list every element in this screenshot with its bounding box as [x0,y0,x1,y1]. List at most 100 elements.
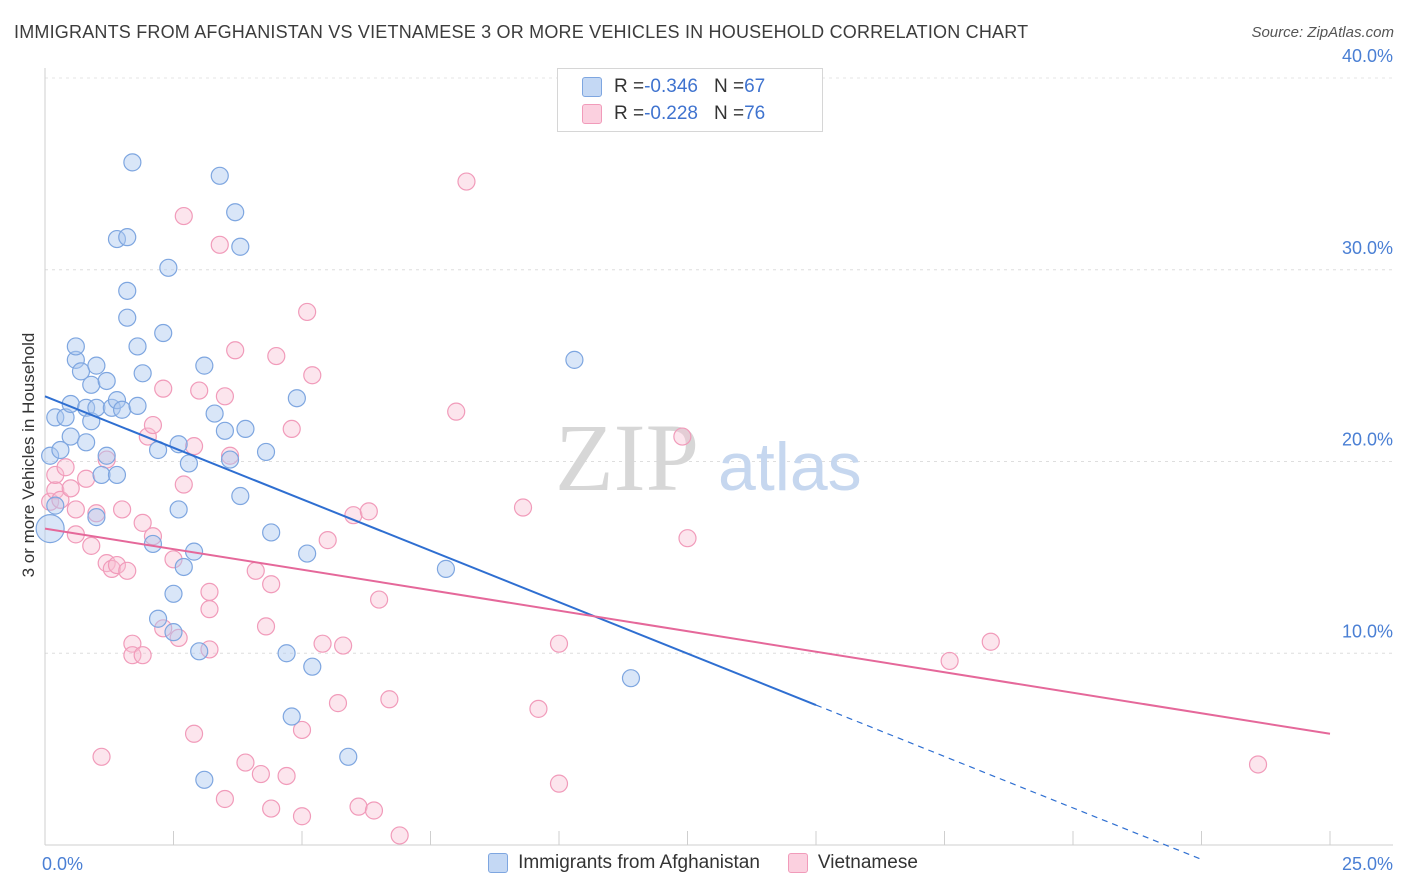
afghanistan-point [51,440,70,460]
afghanistan-point [226,203,245,222]
y-tick-label: 10.0% [1342,621,1393,641]
afghanistan-point [133,364,152,383]
afghanistan-point [339,747,358,766]
vietnamese-point [87,504,106,523]
legend-item-afghanistan[interactable]: Immigrants from Afghanistan [488,852,760,874]
afghanistan-point [56,408,75,427]
afghanistan-point [61,427,80,446]
vietnamese-point [154,379,173,398]
vietnamese-point [262,799,281,818]
vietnamese-point [200,600,219,619]
afghanistan-point [220,450,240,469]
watermark: ZIP atlas [555,404,862,511]
afghanistan-legend-swatch [488,853,509,873]
afghanistan-point [231,486,250,506]
afghanistan-point [87,508,106,527]
vietnamese-point [51,490,70,509]
vietnamese-point [112,500,132,519]
vietnamese-point [513,498,533,517]
grid-lines [45,77,1393,654]
afghanistan-point [277,644,296,663]
afghanistan-point [82,375,101,394]
vietnamese-point [364,801,384,820]
vietnamese-point [529,699,548,718]
vietnamese-point [292,720,312,740]
vietnamese-point [107,555,127,575]
vietnamese-point [66,500,85,519]
afghanistan-point [92,465,111,485]
vietnamese-point [226,341,245,360]
vietnamese-point [123,646,142,665]
afghanistan-point [87,356,106,375]
vietnamese-point [236,753,255,772]
afghanistan-point [128,396,147,415]
vietnamese-point [256,617,276,636]
x-tick-label-min: 0.0% [42,854,83,874]
vietnamese-point [133,646,152,665]
vietnamese-point [349,797,368,816]
vietnamese-point [118,561,137,580]
afghanistan-point [303,657,322,676]
afghanistan-point [287,389,306,408]
vietnamese-point [220,446,240,465]
y-tick-label: 40.0% [1342,46,1393,66]
vietnamese-point [678,529,697,548]
vietnamese-point [246,561,265,580]
vietnamese-point [940,651,959,671]
vietnamese-point [56,458,75,477]
vietnamese-point [215,789,234,809]
data-points [35,153,1268,845]
vietnamese-point [77,469,96,488]
trend-lines [44,395,1331,860]
n-value-vietnamese: 76 [744,103,766,124]
vietnamese-point [277,766,296,786]
vietnamese-point [334,636,353,655]
x-tick-label-max: 25.0% [1342,854,1393,874]
vietnamese-point [390,826,409,845]
vietnamese-point [251,764,270,784]
vietnamese-point [282,419,301,439]
afghanistan-point [154,323,173,343]
y-tick-label: 30.0% [1342,238,1393,258]
vietnamese-point [1248,755,1268,774]
afghanistan-point [97,371,116,391]
vietnamese-point [184,437,204,456]
vietnamese-point [154,619,173,638]
vietnamese-point [303,366,322,385]
chart-title: IMMIGRANTS FROM AFGHANISTAN VS VIETNAMES… [14,22,1029,42]
afghanistan-point [195,770,214,789]
vietnamese-point [82,536,101,555]
vietnamese-point [370,590,389,609]
tick-labels: 10.0% 20.0% 30.0% 40.0% 0.0% 25.0% [42,46,1393,874]
vietnamese-point [184,724,204,743]
afghanistan-point [190,642,209,661]
vietnamese-point [549,774,569,793]
legend-item-vietnamese[interactable]: Vietnamese [787,852,918,874]
r-value-vietnamese: -0.228 [644,103,698,124]
vietnamese-point [292,807,312,826]
vietnamese-point [359,502,378,521]
vietnamese-point [981,632,1000,651]
vietnamese-point [210,235,229,254]
vietnamese-point [143,527,163,546]
afghanistan-point [118,281,137,300]
afghanistan-point [128,337,147,356]
afghanistan-point [148,609,168,628]
afghanistan-point [195,356,214,375]
vietnamese-point [549,634,569,653]
afghanistan-point [46,496,65,515]
vietnamese-point [46,465,65,485]
vietnamese-point [267,346,286,366]
n-label: N = [713,76,745,97]
vietnamese-point [61,479,80,498]
vietnamese-point [262,575,281,594]
vietnamese-point [447,402,466,421]
vietnamese-point [380,690,399,709]
afghanistan-point [107,391,127,410]
vietnamese-point [174,206,193,226]
afghanistan-point [46,408,65,427]
vietnamese-trend-line [44,527,1331,735]
afghanistan-point [66,350,85,369]
n-label: N = [713,103,745,124]
vietnamese-point [200,582,219,601]
